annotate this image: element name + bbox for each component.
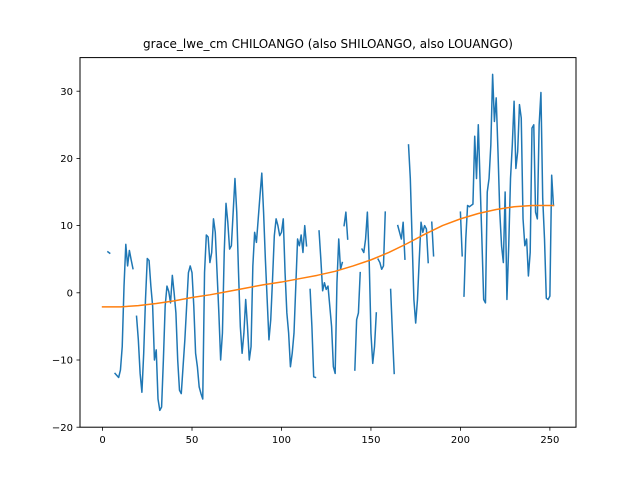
x-tick-label: 100 <box>272 435 291 446</box>
x-tick-label: 150 <box>361 435 380 446</box>
chart-title: grace_lwe_cm CHILOANGO (also SHILOANGO, … <box>143 37 513 51</box>
series-raw-line-9 <box>389 288 395 375</box>
y-tick-label: 0 <box>67 288 73 299</box>
y-tick-label: 30 <box>60 87 73 98</box>
y-axis: −20 −10 0 10 20 30 <box>52 87 80 434</box>
series-trend <box>101 204 555 308</box>
series-raw-line-0 <box>106 250 111 255</box>
series-raw-line-6 <box>354 271 361 371</box>
series-raw <box>106 73 555 412</box>
series-raw-line-7 <box>360 211 378 365</box>
y-tick-label: 10 <box>60 221 73 232</box>
x-tick-label: 200 <box>451 435 470 446</box>
series-raw-line-10 <box>396 221 406 260</box>
series-raw-line-12 <box>430 221 435 257</box>
x-axis: 0 50 100 150 200 250 <box>99 427 559 446</box>
y-tick-label: 20 <box>60 154 73 165</box>
x-tick-label: 250 <box>540 435 559 446</box>
axes-frame <box>79 57 577 428</box>
plot-area: 0 50 100 150 200 250 −20 −10 0 10 20 30 <box>52 57 577 446</box>
y-tick-label: −20 <box>52 423 73 434</box>
series-trend-line-0 <box>101 204 555 308</box>
y-tick-label: −10 <box>52 356 73 367</box>
series-raw-line-3 <box>309 288 317 379</box>
series-raw-line-14 <box>463 73 555 304</box>
x-tick-label: 50 <box>186 435 199 446</box>
series-raw-line-4 <box>318 230 344 375</box>
series-raw-line-11 <box>407 144 429 324</box>
series-raw-line-2 <box>135 172 308 412</box>
series-raw-line-5 <box>343 211 349 240</box>
series-layer <box>101 73 555 412</box>
series-raw-line-1 <box>114 243 134 379</box>
series-raw-line-8 <box>377 211 387 271</box>
x-tick-label: 0 <box>99 435 105 446</box>
